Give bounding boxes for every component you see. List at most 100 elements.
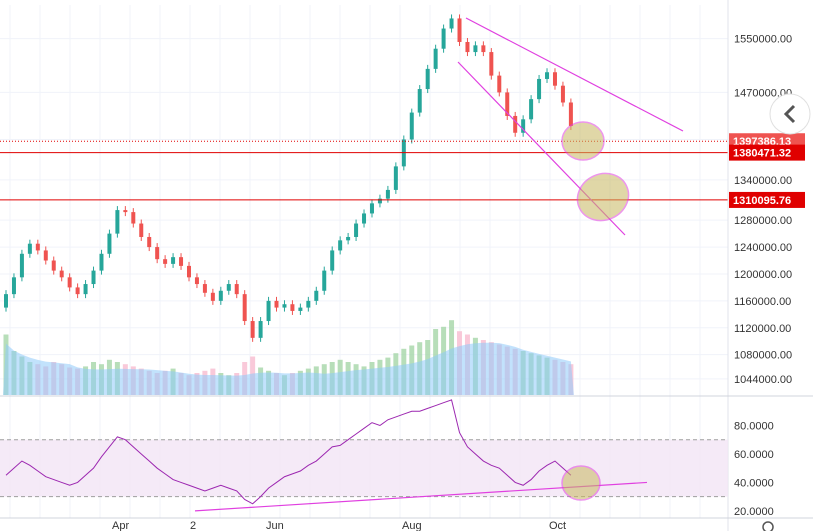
candle-body <box>417 89 422 113</box>
candle-body <box>330 250 335 271</box>
candle-body <box>43 250 48 261</box>
candle-body <box>489 52 494 76</box>
time-tick-label: Apr <box>112 520 129 531</box>
candle-body <box>115 210 120 234</box>
rsi-tick-label: 80.0000 <box>734 420 774 432</box>
candle-body <box>338 240 343 251</box>
candle-body <box>441 28 446 49</box>
candle-body <box>425 68 430 90</box>
candle-body <box>449 18 454 29</box>
candle-body <box>179 257 184 266</box>
highlight-circle <box>561 465 601 501</box>
candle-body <box>473 45 478 53</box>
candle-body <box>51 260 56 271</box>
candle-body <box>59 270 64 278</box>
chevron-left-icon <box>783 104 796 124</box>
volume-ma-area <box>3 342 574 395</box>
candle-body <box>552 72 557 86</box>
trend-lines <box>457 17 684 236</box>
candle-body <box>91 270 96 285</box>
candle-body <box>186 265 191 278</box>
candle-body <box>409 112 414 140</box>
candle-body <box>362 213 367 224</box>
price-tag <box>729 191 805 208</box>
candle-body <box>385 189 390 199</box>
upper-channel-line <box>465 17 684 132</box>
candle-body <box>346 236 351 241</box>
rsi-line <box>5 399 572 505</box>
highlight-circle <box>576 172 630 222</box>
rsi-tick-label: 40.0000 <box>734 477 774 489</box>
candle-body <box>290 304 295 311</box>
time-tick-label: Aug <box>402 520 422 531</box>
candle-body <box>497 75 502 93</box>
candle-body <box>266 300 271 322</box>
candle-body <box>163 259 168 264</box>
price-tick-label: 1080000.00 <box>734 350 792 362</box>
candle-body <box>210 292 215 301</box>
price-tick-label: 1160000.00 <box>734 296 791 308</box>
price-tick-label: 1280000.00 <box>734 215 792 227</box>
candle-body <box>433 48 438 69</box>
price-tag-label: 1310095.76 <box>733 195 791 207</box>
gear-icon <box>762 521 774 531</box>
rsi-tick-label: 20.0000 <box>734 506 774 518</box>
candle-body <box>83 284 88 295</box>
candle-body <box>155 247 160 260</box>
volume-bars <box>3 320 574 395</box>
time-tick-label: Oct <box>549 520 566 531</box>
candle-body <box>75 287 80 295</box>
candle-body <box>529 99 534 120</box>
candle-body <box>393 166 398 190</box>
candle-body <box>354 223 359 237</box>
time-axis: Apr 2 Jun Aug Oct <box>0 517 813 531</box>
candle-body <box>194 277 199 285</box>
candle-body <box>274 300 279 308</box>
candle-body <box>314 290 319 301</box>
nav-arrow-button <box>769 93 811 135</box>
candle-body <box>282 304 287 308</box>
candle-body <box>218 290 223 301</box>
candle-body <box>298 307 303 311</box>
candle-body <box>521 119 526 133</box>
rsi-pane: 80.0000 60.0000 40.0000 20.0000 <box>0 399 774 518</box>
rsi-tick-label: 60.0000 <box>734 449 774 461</box>
candle-body <box>27 243 32 254</box>
candle-body <box>306 300 311 308</box>
candle-body <box>322 270 327 291</box>
candle-body <box>242 294 247 322</box>
candle-body <box>67 277 72 288</box>
time-tick-label: Jun <box>266 520 284 531</box>
price-tag-label: 1380471.32 <box>733 148 791 160</box>
candle-body <box>99 253 104 271</box>
candle-body <box>171 257 176 264</box>
candle-body <box>505 92 510 116</box>
candle-body <box>131 212 136 224</box>
price-tick-label: 1200000.00 <box>734 269 792 281</box>
candle-body <box>139 223 144 237</box>
candle-body <box>369 203 374 214</box>
candle-body <box>202 284 207 293</box>
highlight-circle <box>561 121 605 161</box>
price-tick-label: 1550000.00 <box>734 34 792 46</box>
candle-body <box>545 72 550 79</box>
price-tag <box>729 144 805 161</box>
candle-body <box>226 284 231 291</box>
candle-body <box>19 253 24 278</box>
candles <box>4 14 573 342</box>
price-tick-label: 1340000.00 <box>734 175 792 187</box>
rsi-band <box>0 439 728 497</box>
candle-body <box>35 243 40 251</box>
price-tick-label: 1044000.00 <box>734 374 792 386</box>
candle-body <box>11 277 16 295</box>
candle-body <box>250 321 255 338</box>
candle-body <box>377 198 382 204</box>
candle-body <box>560 85 565 103</box>
candle-body <box>4 294 8 308</box>
candle-body <box>537 78 542 100</box>
price-tick-label: 1240000.00 <box>734 242 792 254</box>
candle-body <box>457 18 462 42</box>
